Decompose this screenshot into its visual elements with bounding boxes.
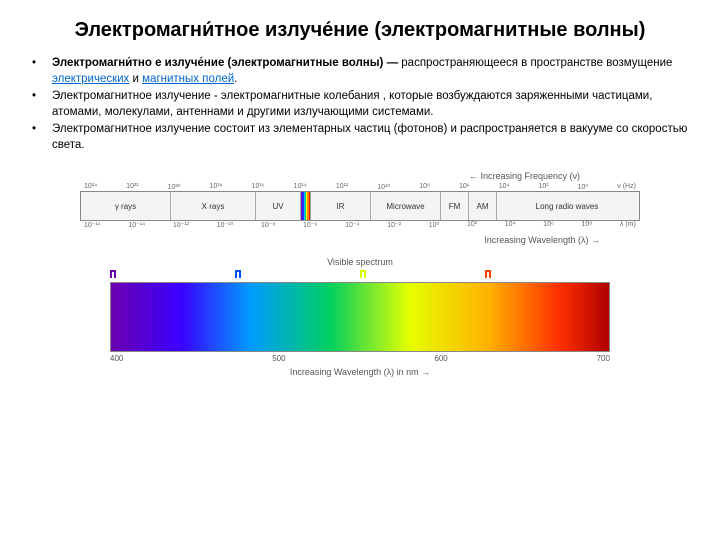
tick-label: 10⁶	[543, 221, 554, 229]
visible-axis-ticks: 400 500 600 700	[110, 354, 610, 363]
bullet-span: и	[129, 73, 142, 85]
frequency-ticks: 10²⁴ 10²² 10²⁰ 10¹⁸ 10¹⁶ 10¹⁴ 10¹² 10¹⁰ 10⁸ 10⁶ 10…	[80, 183, 640, 191]
bullet-item: • Электромагнитное излучение - электрома…	[28, 89, 692, 120]
visible-spectrum-title: Visible spectrum	[80, 257, 640, 267]
frequency-axis-label: ← Increasing Frequency (ν)	[80, 171, 640, 181]
spectrum-band: Microwave	[371, 192, 441, 220]
wavelength-marker	[110, 270, 116, 278]
spectrum-band: AM	[469, 192, 497, 220]
tick-label: 10¹⁸	[210, 183, 223, 191]
tick-label: 10⁻¹²	[173, 221, 189, 229]
visible-axis-caption: Increasing Wavelength (λ) in nm →	[80, 367, 640, 377]
tick-label: 10²	[539, 183, 549, 191]
visible-stripe	[309, 192, 310, 220]
bullet-span: распространяющееся в пространстве возмущ…	[398, 57, 672, 69]
tick-label: 10⁴	[499, 183, 510, 191]
bullet-marker: •	[28, 89, 52, 120]
tick-label: 400	[110, 354, 123, 363]
tick-label: 10⁻⁶	[303, 221, 317, 229]
bullet-span: .	[234, 73, 237, 85]
spectrum-band: FM	[441, 192, 469, 220]
bullet-text: Электромагнитное излучение - электромагн…	[52, 89, 692, 120]
tick-label: 500	[272, 354, 285, 363]
tick-label: 10²	[467, 221, 477, 229]
tick-label: 10²²	[126, 183, 138, 191]
tick-label: 10⁸	[582, 221, 593, 229]
electric-fields-link[interactable]: электрических	[52, 73, 129, 85]
bullet-list: • Электромагни́тно е излуче́ние (электро…	[28, 56, 692, 153]
page-title: Электромагни́тное излуче́ние (электромаг…	[28, 18, 692, 42]
tick-label: 10²⁰	[168, 183, 181, 191]
visible-light-band	[301, 192, 311, 220]
wavelength-ticks: 10⁻¹⁶ 10⁻¹⁴ 10⁻¹² 10⁻¹⁰ 10⁻⁸ 10⁻⁶ 10⁻⁴ 10⁻² 10⁰ 1…	[80, 221, 640, 229]
chart-area: ← Increasing Frequency (ν) 10²⁴10²²10²⁰1…	[80, 171, 640, 377]
tick-label: 10⁻¹⁴	[128, 221, 145, 229]
tick-label: 600	[434, 354, 447, 363]
tick-label: 10¹⁶	[252, 183, 265, 191]
wavelength-marker	[235, 270, 241, 278]
bullet-item: • Электромагнитное излучение состоит из …	[28, 122, 692, 153]
axis-unit: λ (m)	[620, 221, 636, 229]
bullet-marker: •	[28, 122, 52, 153]
tick-label: 10⁸	[419, 183, 430, 191]
spectrum-band: UV	[256, 192, 301, 220]
visible-spectrum-gradient	[110, 282, 610, 352]
spectrum-band: γ rays	[81, 192, 171, 220]
spectrum-band: IR	[311, 192, 371, 220]
spectrum-band: Long radio waves	[497, 192, 637, 220]
tick-label: 10⁰	[578, 183, 589, 191]
spectrum-band: X rays	[171, 192, 256, 220]
tick-label: 10⁶	[459, 183, 470, 191]
em-spectrum-bar: γ raysX raysUV IRMicrowaveFMAMLong radio …	[80, 191, 640, 221]
tick-label: 10¹²	[336, 183, 348, 191]
tick-label: 10⁴	[505, 221, 516, 229]
bullet-marker: •	[28, 56, 52, 87]
tick-label: 10⁻²	[387, 221, 401, 229]
bullet-item: • Электромагни́тно е излуче́ние (электро…	[28, 56, 692, 87]
magnetic-fields-link[interactable]: магнитных полей	[142, 73, 234, 85]
tick-label: 10⁻¹⁰	[217, 221, 234, 229]
tick-label: 10²⁴	[84, 183, 97, 191]
tick-label: 10¹⁰	[377, 183, 390, 191]
tick-label: 10⁰	[429, 221, 440, 229]
bullet-text: Электромагни́тно е излуче́ние (электрома…	[52, 56, 692, 87]
axis-unit: ν (Hz)	[617, 183, 636, 191]
tick-label: 10⁻⁸	[261, 221, 275, 229]
bullet-lead: Электромагни́тно е излуче́ние (электрома…	[52, 57, 398, 69]
tick-label: 10⁻¹⁶	[84, 221, 101, 229]
visible-markers	[110, 270, 610, 280]
tick-label: 10¹⁴	[294, 183, 307, 191]
bullet-text: Электромагнитное излучение состоит из эл…	[52, 122, 692, 153]
tick-label: 10⁻⁴	[345, 221, 360, 229]
wavelength-marker	[360, 270, 366, 278]
wavelength-marker	[485, 270, 491, 278]
tick-label: 700	[597, 354, 610, 363]
wavelength-axis-label: Increasing Wavelength (λ) →	[80, 235, 640, 245]
